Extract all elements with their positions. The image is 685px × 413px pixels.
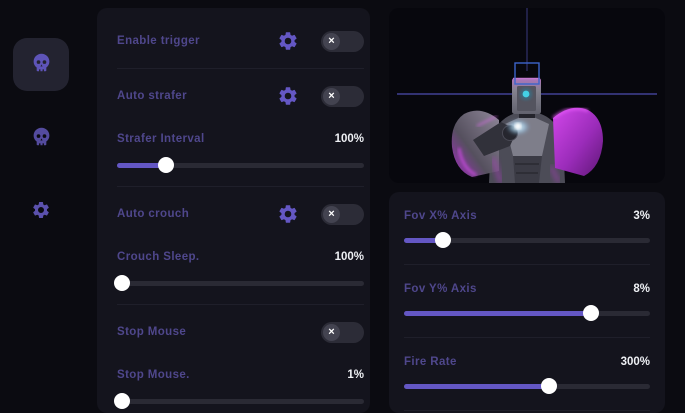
slider-thumb[interactable]	[113, 275, 130, 291]
divider	[117, 186, 364, 187]
aim-settings-panel: Fov X% Axis 3% Fov Y% Axis 8% Fire Rate …	[389, 192, 665, 413]
slider-thumb[interactable]	[541, 378, 558, 394]
divider	[404, 410, 650, 411]
slider-row-fov-x: Fov X% Axis 3%	[404, 192, 650, 264]
gear-icon[interactable]	[277, 85, 299, 107]
slider-label: Crouch Sleep.	[117, 251, 200, 263]
feature-row-enable-trigger: Enable trigger ×	[117, 14, 364, 68]
slider-value: 1%	[347, 369, 364, 381]
slider-thumb[interactable]	[435, 232, 452, 248]
features-panel: Enable trigger × Auto strafer × Strafer …	[97, 8, 370, 413]
slider-row-strafer-interval: Strafer Interval 100%	[117, 123, 364, 186]
model-preview-panel	[389, 8, 665, 183]
gear-icon[interactable]	[277, 203, 299, 225]
slider[interactable]	[113, 275, 364, 291]
slider-row-fov-y: Fov Y% Axis 8%	[404, 265, 650, 337]
toggle-switch[interactable]: ×	[321, 30, 364, 52]
skull-icon	[31, 52, 52, 78]
slider-value: 8%	[633, 283, 650, 295]
slider-value: 3%	[633, 210, 650, 222]
toggle-switch[interactable]: ×	[321, 321, 364, 343]
slider-label: Fov Y% Axis	[404, 283, 477, 295]
slider-value: 100%	[334, 251, 364, 263]
slider-fill	[404, 384, 550, 389]
sidebar	[0, 0, 96, 413]
slider-track	[117, 399, 364, 404]
gear-icon	[31, 200, 51, 225]
x-icon: ×	[328, 89, 335, 102]
x-icon: ×	[328, 34, 335, 47]
sidebar-item-player[interactable]	[13, 112, 69, 165]
slider-track	[404, 238, 650, 243]
slider-fill	[404, 238, 444, 243]
slider-row-stop-mouse: Stop Mouse. 1%	[113, 359, 364, 413]
feature-label: Stop Mouse	[117, 326, 187, 338]
slider-label: Fov X% Axis	[404, 210, 477, 222]
slider-label: Stop Mouse.	[117, 369, 190, 381]
feature-label: Auto crouch	[117, 208, 190, 220]
divider	[117, 304, 364, 305]
x-icon: ×	[328, 325, 335, 338]
slider[interactable]	[404, 232, 650, 248]
feature-label: Enable trigger	[117, 35, 200, 47]
divider	[117, 68, 364, 69]
gear-icon[interactable]	[277, 30, 299, 52]
slider-track	[117, 281, 364, 286]
feature-label: Auto strafer	[117, 90, 187, 102]
slider-thumb[interactable]	[158, 157, 175, 173]
toggle-switch[interactable]: ×	[321, 85, 364, 107]
esp-head-box	[514, 62, 540, 85]
x-icon: ×	[328, 207, 335, 220]
slider[interactable]	[404, 305, 650, 321]
slider[interactable]	[113, 393, 364, 409]
slider-thumb[interactable]	[113, 393, 130, 409]
robot-bust	[451, 77, 603, 183]
slider-row-crouch-sleep: Crouch Sleep. 100%	[113, 241, 364, 304]
slider-label: Fire Rate	[404, 356, 457, 368]
slider-fill	[404, 311, 591, 316]
slider[interactable]	[117, 157, 364, 173]
slider[interactable]	[404, 378, 650, 394]
slider-label: Strafer Interval	[117, 133, 205, 145]
feature-row-stop-mouse: Stop Mouse ×	[117, 305, 364, 359]
slider-value: 100%	[334, 133, 364, 145]
slider-row-fire-rate: Fire Rate 300%	[404, 338, 650, 410]
feature-row-auto-crouch: Auto crouch ×	[117, 187, 364, 241]
divider	[404, 337, 650, 338]
robot-model-preview	[397, 8, 657, 183]
divider	[404, 264, 650, 265]
slider-thumb[interactable]	[582, 305, 599, 321]
sidebar-item-trigger[interactable]	[13, 38, 69, 91]
skull-icon	[31, 126, 52, 152]
slider-fill	[117, 163, 167, 168]
sidebar-item-settings[interactable]	[13, 186, 69, 239]
slider-track	[117, 163, 364, 168]
toggle-switch[interactable]: ×	[321, 203, 364, 225]
feature-row-auto-strafer: Auto strafer ×	[117, 69, 364, 123]
slider-value: 300%	[620, 356, 650, 368]
